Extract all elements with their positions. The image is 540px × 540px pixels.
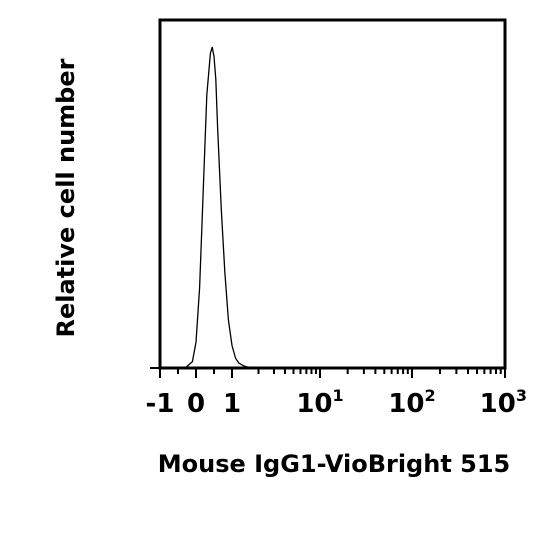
x-tick-label: 1 bbox=[223, 389, 241, 419]
y-axis-title: Relative cell number bbox=[52, 58, 80, 337]
x-tick-label: -1 bbox=[146, 389, 175, 419]
x-axis-title: Mouse IgG1-VioBright 515 bbox=[158, 450, 511, 478]
histogram-curve bbox=[179, 46, 253, 369]
x-tick-label: 0 bbox=[187, 389, 205, 419]
x-tick-label: 101 bbox=[296, 386, 343, 419]
x-tick-label: 102 bbox=[388, 386, 435, 419]
x-tick-label: 103 bbox=[480, 386, 527, 419]
